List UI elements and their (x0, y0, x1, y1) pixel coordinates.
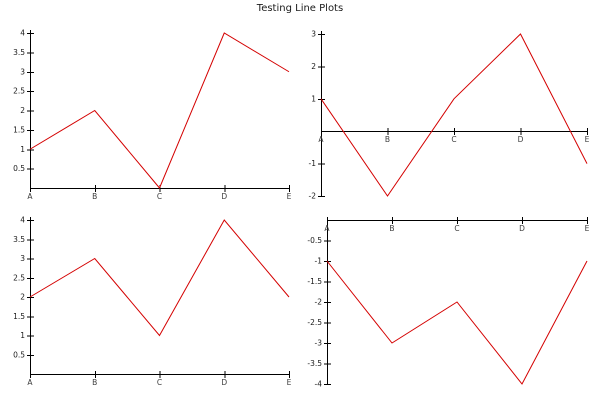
x-tick-label: D (519, 224, 525, 233)
y-tick-label: 4 (20, 29, 25, 38)
data-line (326, 260, 588, 385)
x-tick-label: B (385, 135, 390, 144)
data-line (29, 219, 290, 337)
x-tick-label: C (157, 192, 162, 201)
y-tick-label: 2.5 (13, 273, 25, 282)
subplot-bottom-left: 0.5 1 1.5 2 2.5 3 3.5 4 A B C D E (0, 205, 300, 400)
x-tick-label: C (454, 224, 459, 233)
y-tick-label: 0.5 (13, 164, 25, 173)
x-tick-label: C (157, 378, 162, 387)
y-tick-label: 3 (311, 30, 316, 39)
data-line (29, 32, 290, 189)
y-tick-label: -3.5 (307, 359, 322, 368)
line-chart-top-left: 0.5 1 1.5 2 2.5 3 3.5 4 A B C D E (13, 29, 292, 202)
y-tick-label: 4 (20, 216, 25, 225)
x-tick-label: D (221, 192, 227, 201)
y-tick-label: -1.5 (307, 277, 322, 286)
y-tick-label: 1.5 (13, 312, 25, 321)
y-tick-label: -1 (315, 257, 323, 266)
figure-title: Testing Line Plots (256, 3, 344, 14)
y-tick-label: -4 (315, 380, 323, 389)
y-tick-label: -1 (309, 159, 317, 168)
x-tick-label: A (318, 135, 324, 144)
y-tick-label: 3.5 (13, 48, 25, 57)
y-tick-label: -3 (315, 339, 323, 348)
x-tick-label: A (27, 378, 33, 387)
x-tick-label: A (27, 192, 33, 201)
y-tick-label: -2 (309, 192, 317, 201)
y-tick-label: 1 (20, 331, 25, 340)
x-tick-label: E (287, 192, 292, 201)
x-tick-label: B (389, 224, 394, 233)
y-tick-label: 0.5 (13, 350, 25, 359)
line-chart-bottom-right: -4 -3.5 -3 -2.5 -2 -1.5 -1 -0.5A B C D E (307, 217, 590, 389)
subplot-top-left: 0.5 1 1.5 2 2.5 3 3.5 4 A B C D E (0, 20, 300, 205)
y-tick-label: 2 (20, 293, 25, 302)
y-tick-label: 2 (20, 106, 25, 115)
y-tick-label: 1 (311, 94, 316, 103)
y-tick-label: 3 (20, 254, 25, 263)
line-chart-bottom-left: 0.5 1 1.5 2 2.5 3 3.5 4 A B C D E (13, 216, 292, 388)
subplot-top-right: -2 -1 1 2 3 A B C D E (300, 20, 600, 205)
line-chart-top-right: -2 -1 1 2 3 A B C D E (309, 30, 590, 201)
y-tick-label: 3.5 (13, 235, 25, 244)
x-tick-label: D (518, 135, 524, 144)
x-tick-label: B (92, 192, 97, 201)
x-tick-label: E (287, 378, 292, 387)
x-tick-label: B (92, 378, 97, 387)
y-tick-label: 3 (20, 67, 25, 76)
x-tick-label: C (451, 135, 456, 144)
y-tick-label: 2.5 (13, 87, 25, 96)
y-tick-label: 1.5 (13, 125, 25, 134)
y-tick-label: -2.5 (307, 318, 322, 327)
x-tick-label: E (585, 224, 590, 233)
y-tick-label: -2 (315, 298, 323, 307)
x-tick-label: D (221, 378, 227, 387)
y-tick-label: 1 (20, 145, 25, 154)
data-line (320, 33, 588, 197)
y-tick-label: 2 (311, 62, 316, 71)
y-tick-label: -0.5 (307, 236, 322, 245)
x-tick-label: A (324, 224, 330, 233)
subplot-bottom-right: -4 -3.5 -3 -2.5 -2 -1.5 -1 -0.5 A B C D E (300, 205, 600, 400)
x-tick-label: E (585, 135, 590, 144)
